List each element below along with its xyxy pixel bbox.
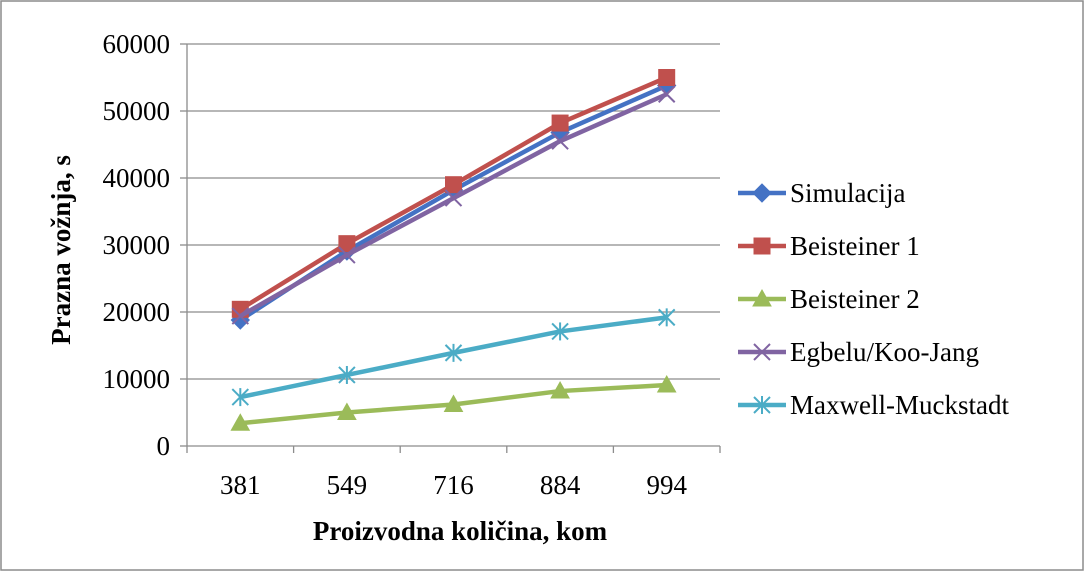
x-tick-label: 549: [327, 470, 368, 500]
marker-stroke: [753, 343, 771, 361]
legend-swatch-marker: [752, 183, 772, 203]
data-point: [338, 246, 356, 264]
legend-item: Beisteiner 2: [738, 284, 920, 314]
legend: Simulacija Beisteiner 1 Beisteiner 2 Egbelu…: [738, 178, 1009, 420]
legend-label: Beisteiner 2: [790, 284, 920, 314]
legend-swatch-marker: [753, 237, 771, 255]
legend-label: Egbelu/Koo-Jang: [790, 337, 979, 367]
legend-item: Simulacija: [738, 178, 905, 208]
data-point: [338, 235, 356, 253]
data-point: [657, 85, 676, 103]
y-tick-label: 30000: [103, 230, 171, 260]
legend-swatch-marker: [753, 396, 771, 414]
data-point: [656, 375, 677, 393]
data-point: [551, 114, 569, 132]
marker-stroke: [338, 246, 356, 264]
y-tick-label: 20000: [103, 297, 171, 327]
y-tick-label: 10000: [103, 364, 171, 394]
data-point: [551, 132, 569, 150]
data-point: [444, 343, 463, 362]
y-tick-label: 50000: [103, 96, 171, 126]
series-2: [230, 375, 677, 431]
y-tick-label: 60000: [103, 29, 171, 59]
gridlines: [187, 43, 720, 380]
data-point: [338, 365, 356, 384]
x-tick-label: 381: [220, 470, 261, 500]
series-group: [230, 69, 677, 431]
y-axis-title: Prazna vožnja, s: [46, 155, 76, 345]
data-point: [657, 308, 676, 327]
x-axis-title: Proizvodna količina, kom: [313, 516, 608, 546]
marker-stroke: [231, 307, 250, 325]
data-point: [231, 388, 250, 407]
y-tick-label: 40000: [103, 163, 171, 193]
y-tick-label: 0: [157, 431, 171, 461]
data-point: [444, 189, 463, 207]
x-tick-label: 716: [433, 470, 474, 500]
x-tick-label: 884: [540, 470, 581, 500]
series-3: [231, 85, 676, 325]
x-tick-label: 994: [646, 470, 687, 500]
axes: [180, 43, 721, 453]
legend-swatch-marker: [753, 343, 771, 361]
legend-label: Maxwell-Muckstadt: [790, 390, 1009, 420]
marker-stroke: [551, 132, 569, 150]
legend-item: Maxwell-Muckstadt: [738, 390, 1009, 420]
legend-label: Beisteiner 1: [790, 231, 920, 261]
marker-stroke: [444, 189, 463, 207]
data-point: [231, 307, 250, 325]
data-point: [658, 69, 676, 86]
legend-swatch-marker: [752, 288, 772, 307]
legend-label: Simulacija: [790, 178, 905, 208]
data-point: [230, 413, 251, 431]
marker-stroke: [657, 85, 676, 103]
data-point: [551, 322, 569, 341]
data-point: [443, 394, 464, 412]
tick-labels: 0 10000 20000 30000 40000 50000 60000 381 549 716…: [103, 29, 688, 500]
data-point: [550, 381, 570, 399]
legend-item: Beisteiner 1: [738, 231, 920, 261]
data-point: [445, 176, 462, 194]
series-4: [231, 308, 676, 407]
data-point: [337, 402, 357, 420]
legend-item: Egbelu/Koo-Jang: [738, 337, 979, 367]
series-1: [231, 69, 676, 318]
